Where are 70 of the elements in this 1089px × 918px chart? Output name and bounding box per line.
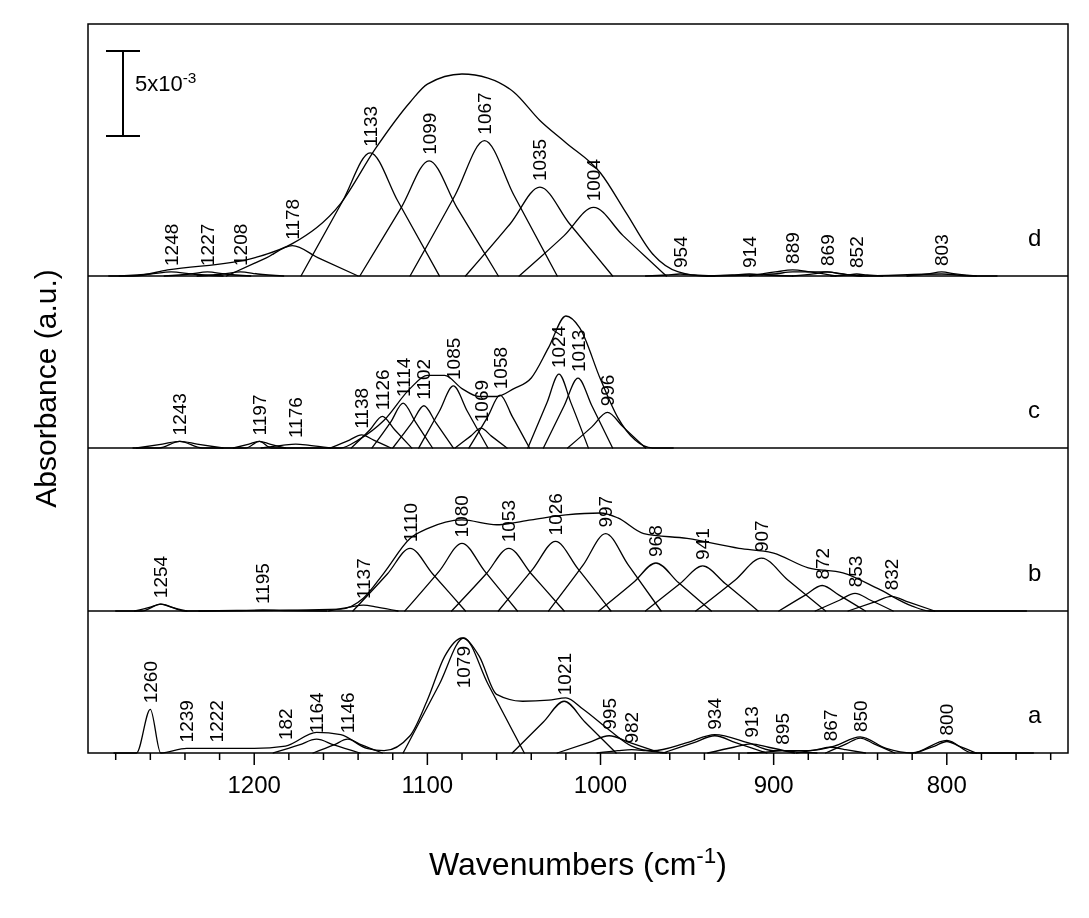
annotation: 996 bbox=[596, 374, 618, 407]
annotation: 1026 bbox=[544, 493, 566, 536]
annotation: 867 bbox=[820, 709, 842, 742]
annotation: 872 bbox=[811, 547, 833, 580]
annotation: 1079 bbox=[453, 646, 475, 689]
annotation: 997 bbox=[595, 495, 617, 528]
annotation: 1069 bbox=[470, 379, 492, 423]
annotation: 850 bbox=[849, 700, 871, 733]
annotation: 1197 bbox=[248, 394, 270, 436]
annotation: 1114 bbox=[392, 357, 414, 398]
x-tick-label: 1200 bbox=[227, 771, 281, 798]
annotation: 1085 bbox=[442, 337, 464, 380]
annotation: 1146 bbox=[337, 692, 359, 734]
annotation: 1099 bbox=[418, 112, 440, 155]
annotation: 1024 bbox=[548, 325, 570, 369]
annotation: 1195 bbox=[252, 563, 274, 605]
annotation: 907 bbox=[751, 520, 773, 553]
annotation: 895 bbox=[771, 713, 793, 745]
annotation: 1164 bbox=[306, 691, 328, 734]
annotation: 182 bbox=[274, 708, 296, 741]
annotation: a bbox=[1028, 701, 1042, 728]
annotation: 803 bbox=[931, 234, 953, 266]
annotation: 853 bbox=[844, 555, 866, 588]
annotation: 1035 bbox=[529, 138, 551, 182]
annotation: 913 bbox=[740, 706, 762, 738]
annotation: 1239 bbox=[176, 700, 198, 743]
annotation: 1178 bbox=[281, 198, 303, 240]
annotation: 1080 bbox=[451, 495, 473, 538]
annotation: 1067 bbox=[474, 92, 495, 135]
annotation: 832 bbox=[880, 558, 902, 591]
annotation: 1176 bbox=[285, 397, 307, 439]
annotation: 1137 bbox=[352, 558, 374, 600]
annotation: 941 bbox=[692, 528, 714, 560]
annotation: 1058 bbox=[489, 346, 511, 390]
annotation: 995 bbox=[598, 698, 620, 730]
annotation: 1021 bbox=[553, 652, 575, 696]
y-axis-title: Absorbance (a.u.) bbox=[29, 269, 62, 508]
annotation: 1222 bbox=[205, 700, 227, 743]
annotation: 1110 bbox=[399, 502, 421, 543]
annotation: 1208 bbox=[229, 223, 251, 266]
annotation: 5x10$^{-3}$ bbox=[135, 68, 197, 96]
annotation: c bbox=[1028, 396, 1040, 423]
x-tick-label: 1000 bbox=[573, 771, 628, 798]
annotation: 914 bbox=[738, 235, 760, 268]
annotation: 1133 bbox=[359, 105, 381, 147]
annotation: 852 bbox=[846, 236, 868, 268]
annotation: 1248 bbox=[160, 223, 182, 266]
x-tick-label: 1100 bbox=[401, 771, 454, 798]
annotation: 1013 bbox=[567, 329, 589, 373]
annotation: 1254 bbox=[150, 555, 172, 599]
annotation: 800 bbox=[936, 703, 958, 736]
x-tick-label: 900 bbox=[753, 771, 794, 798]
annotation: 1243 bbox=[169, 393, 191, 436]
annotation: 869 bbox=[816, 234, 838, 266]
annotation: 934 bbox=[704, 697, 726, 730]
x-axis-title: Wavenumbers (cm$^{-1}$) bbox=[429, 842, 727, 882]
annotation: b bbox=[1028, 559, 1042, 586]
annotation: 1260 bbox=[139, 661, 161, 704]
annotation: 954 bbox=[669, 235, 691, 268]
annotation: 1126 bbox=[371, 369, 393, 411]
annotation: 1004 bbox=[583, 158, 605, 202]
annotation: 1227 bbox=[196, 223, 218, 266]
annotation: 889 bbox=[782, 232, 804, 264]
annotation: 1138 bbox=[351, 387, 373, 429]
annotation: d bbox=[1028, 224, 1042, 251]
annotation: 1102 bbox=[413, 358, 435, 400]
annotation: 1053 bbox=[498, 500, 520, 543]
x-tick-label: 800 bbox=[926, 771, 967, 798]
annotation: 982 bbox=[621, 711, 643, 744]
annotation: 968 bbox=[645, 525, 667, 557]
